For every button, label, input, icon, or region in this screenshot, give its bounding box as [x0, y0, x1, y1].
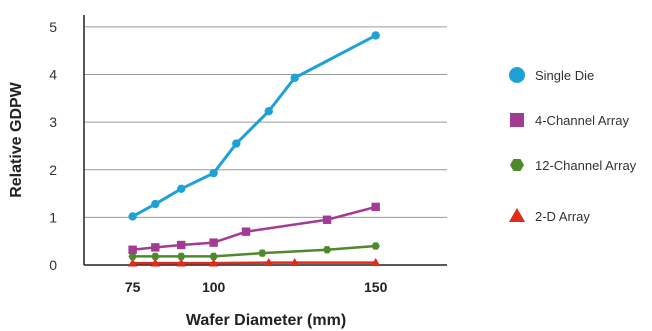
- data-point: [151, 243, 160, 252]
- y-tick-label: 2: [49, 162, 57, 178]
- legend-item: 2-D Array: [508, 207, 590, 224]
- data-point: [176, 258, 186, 267]
- y-tick-label: 5: [49, 19, 57, 35]
- y-tick-label: 1: [49, 209, 57, 225]
- x-tick-label: 100: [202, 279, 226, 295]
- y-tick-label: 0: [49, 257, 57, 273]
- legend-label: 4-Channel Array: [535, 113, 629, 128]
- x-tick-label: 150: [364, 279, 388, 295]
- series-line: [132, 205, 377, 252]
- data-point: [128, 252, 137, 261]
- data-point: [241, 227, 251, 236]
- legend-item: Single Die: [509, 67, 594, 83]
- series-line: [132, 244, 376, 258]
- data-point: [264, 106, 273, 116]
- data-point: [150, 258, 160, 267]
- legend-marker-circle: [509, 67, 525, 83]
- legend-marker-triangle: [508, 207, 526, 222]
- data-point: [128, 212, 137, 221]
- data-point: [128, 258, 138, 267]
- data-point: [209, 168, 218, 178]
- legend-marker-square: [510, 113, 524, 127]
- y-tick-label: 4: [49, 67, 57, 83]
- data-point: [177, 240, 186, 250]
- data-point: [232, 139, 241, 148]
- data-point: [209, 252, 218, 261]
- series-line: [131, 34, 377, 218]
- data-point: [151, 252, 160, 261]
- data-point: [290, 258, 300, 267]
- tick-labels: 0 1 2 3 4 5 75 100 150: [49, 19, 387, 295]
- data-point: [151, 199, 160, 209]
- data-point: [258, 249, 267, 257]
- series-2: [128, 242, 380, 261]
- data-point: [322, 215, 332, 224]
- legend-label: 12-Channel Array: [535, 158, 637, 173]
- data-point: [177, 252, 186, 261]
- legend-label: Single Die: [535, 68, 594, 83]
- gridlines: [84, 26, 447, 218]
- legend-label: 2-D Array: [535, 209, 590, 224]
- legend-item: 12-Channel Array: [510, 158, 637, 173]
- data-point: [371, 258, 381, 267]
- data-point: [177, 184, 186, 194]
- series-3: [128, 258, 381, 267]
- y-axis-title: Relative GDPW: [8, 81, 25, 197]
- data-point: [371, 31, 380, 40]
- data-point: [128, 245, 137, 254]
- data-point: [371, 242, 380, 250]
- series-0: [128, 31, 380, 221]
- data-point: [322, 246, 332, 254]
- data-point: [371, 202, 380, 212]
- y-tick-label: 3: [49, 114, 57, 130]
- x-tick-label: 75: [125, 279, 141, 295]
- data-point: [264, 258, 274, 267]
- data-point: [209, 258, 219, 267]
- data-point: [290, 73, 299, 83]
- data-point: [209, 238, 218, 247]
- x-axis-title: Wafer Diameter (mm): [186, 312, 346, 329]
- legend: Single Die 4-Channel Array 12-Channel Arra…: [508, 67, 637, 224]
- series: [128, 31, 381, 267]
- series-1: [128, 202, 380, 254]
- axes: [83, 15, 447, 266]
- legend-item: 4-Channel Array: [510, 113, 629, 128]
- legend-marker-hexagon: [510, 158, 524, 172]
